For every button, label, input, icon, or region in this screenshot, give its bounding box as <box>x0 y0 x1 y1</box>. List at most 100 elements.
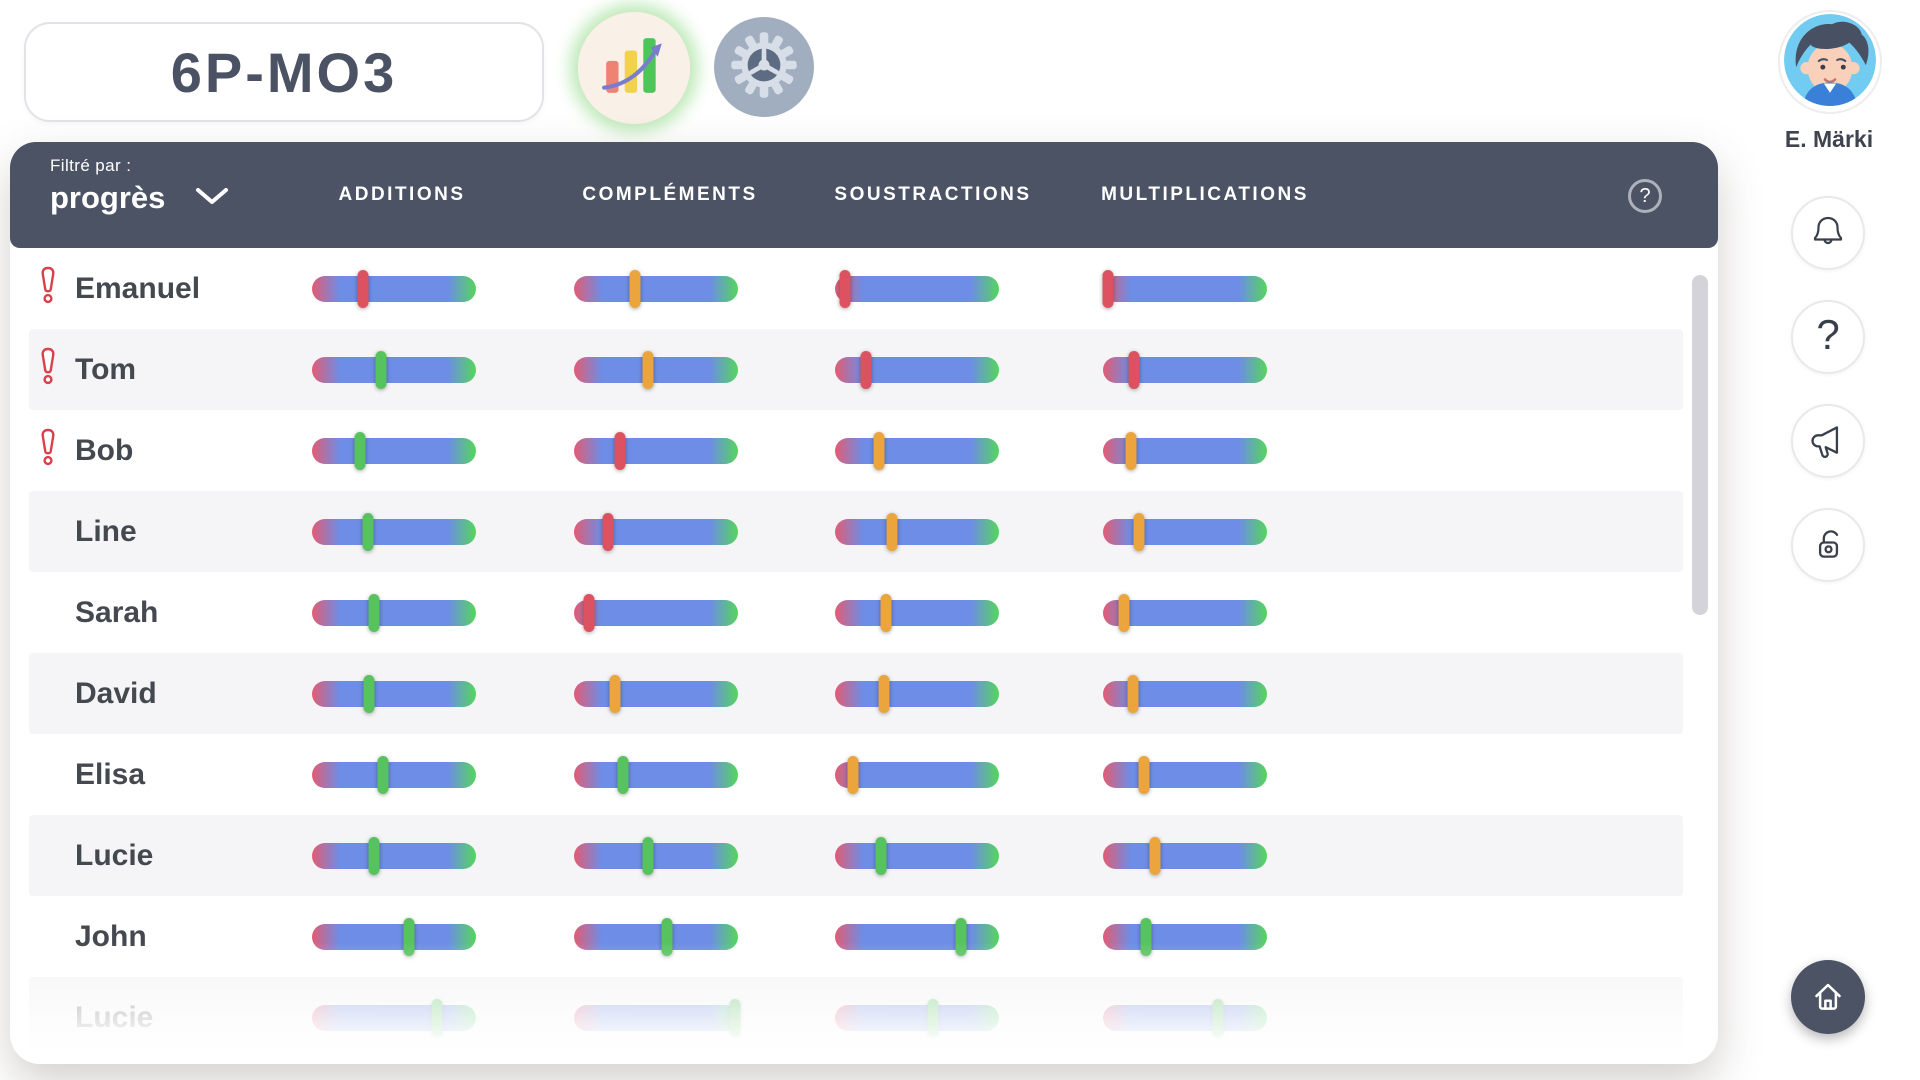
student-name: Lucie <box>75 838 154 872</box>
progress-slider-multiplications[interactable] <box>1102 269 1267 308</box>
question-circle-icon[interactable]: ? <box>1628 179 1662 213</box>
slider-thumb[interactable] <box>873 431 885 470</box>
slider-thumb[interactable] <box>880 593 892 632</box>
progress-slider-soustractions[interactable] <box>835 350 999 389</box>
slider-thumb[interactable] <box>362 512 374 551</box>
progress-slider-soustractions[interactable] <box>835 998 999 1037</box>
progress-slider-multiplications[interactable] <box>1103 755 1267 794</box>
progress-slider-multiplications[interactable] <box>1103 674 1267 713</box>
progress-slider-complements[interactable] <box>574 431 738 470</box>
progress-slider-soustractions[interactable] <box>835 431 999 470</box>
progress-slider-soustractions[interactable] <box>835 917 999 956</box>
slider-thumb[interactable] <box>642 350 654 389</box>
progress-slider-multiplications[interactable] <box>1103 998 1267 1037</box>
progress-slider-additions[interactable] <box>312 269 476 308</box>
slider-thumb[interactable] <box>1118 593 1130 632</box>
help-button[interactable]: ? <box>1791 300 1865 374</box>
slider-thumb[interactable] <box>368 593 380 632</box>
slider-thumb[interactable] <box>363 674 375 713</box>
slider-thumb[interactable] <box>955 917 967 956</box>
slider-thumb[interactable] <box>875 836 887 875</box>
student-name: Bob <box>75 433 134 467</box>
slider-thumb[interactable] <box>839 269 851 308</box>
slider-thumb[interactable] <box>354 431 366 470</box>
slider-thumb[interactable] <box>602 512 614 551</box>
scrollbar[interactable] <box>1692 275 1708 615</box>
slider-thumb[interactable] <box>1149 836 1161 875</box>
slider-thumb[interactable] <box>729 998 741 1037</box>
progress-slider-additions[interactable] <box>312 593 476 632</box>
slider-thumb[interactable] <box>1125 431 1137 470</box>
slider-thumb[interactable] <box>629 269 641 308</box>
progress-slider-complements[interactable] <box>574 755 738 794</box>
slider-thumb[interactable] <box>661 917 673 956</box>
progress-slider-soustractions[interactable] <box>835 836 999 875</box>
progress-slider-additions[interactable] <box>312 755 476 794</box>
progress-slider-additions[interactable] <box>312 350 476 389</box>
settings-button[interactable] <box>714 17 814 117</box>
progress-view-button[interactable] <box>578 12 690 124</box>
slider-thumb[interactable] <box>642 836 654 875</box>
progress-slider-complements[interactable] <box>574 998 741 1037</box>
progress-slider-soustractions[interactable] <box>835 755 999 794</box>
progress-slider-complements[interactable] <box>574 269 738 308</box>
announcements-button[interactable] <box>1791 404 1865 478</box>
filter-dropdown[interactable]: Filtré par : progrès <box>50 156 229 216</box>
progress-slider-complements[interactable] <box>574 917 738 956</box>
slider-thumb[interactable] <box>1102 269 1114 308</box>
slider-thumb[interactable] <box>1140 917 1152 956</box>
slider-thumb[interactable] <box>583 593 595 632</box>
slider-thumb[interactable] <box>1127 674 1139 713</box>
slider-thumb[interactable] <box>878 674 890 713</box>
notifications-button[interactable] <box>1791 196 1865 270</box>
home-icon <box>1807 974 1849 1021</box>
slider-thumb[interactable] <box>860 350 872 389</box>
slider-thumb[interactable] <box>377 755 389 794</box>
progress-slider-additions[interactable] <box>312 917 476 956</box>
progress-slider-multiplications[interactable] <box>1103 593 1267 632</box>
slider-thumb[interactable] <box>357 269 369 308</box>
progress-slider-soustractions[interactable] <box>835 512 999 551</box>
progress-slider-multiplications[interactable] <box>1103 917 1267 956</box>
slider-thumb[interactable] <box>403 917 415 956</box>
slider-thumb[interactable] <box>617 755 629 794</box>
progress-slider-multiplications[interactable] <box>1103 431 1267 470</box>
progress-slider-additions[interactable] <box>312 431 476 470</box>
slider-thumb[interactable] <box>886 512 898 551</box>
slider-thumb[interactable] <box>431 998 443 1037</box>
profile-avatar[interactable] <box>1778 10 1882 114</box>
profile-name: E. Märki <box>1784 126 1874 152</box>
progress-slider-complements[interactable] <box>574 593 738 632</box>
slider-thumb[interactable] <box>368 836 380 875</box>
home-button[interactable] <box>1791 960 1865 1034</box>
slider-thumb[interactable] <box>609 674 621 713</box>
slider-thumb[interactable] <box>1212 998 1224 1037</box>
progress-slider-complements[interactable] <box>574 512 738 551</box>
progress-slider-complements[interactable] <box>574 836 738 875</box>
slider-thumb[interactable] <box>375 350 387 389</box>
slider-thumb[interactable] <box>1128 350 1140 389</box>
slider-thumb[interactable] <box>927 998 939 1037</box>
progress-slider-complements[interactable] <box>574 674 738 713</box>
progress-slider-soustractions[interactable] <box>835 593 999 632</box>
progress-slider-soustractions[interactable] <box>835 269 999 308</box>
progress-slider-soustractions[interactable] <box>835 674 999 713</box>
slider-thumb[interactable] <box>614 431 626 470</box>
column-header-multiplications: MULTIPLICATIONS <box>1101 184 1309 205</box>
slider-thumb[interactable] <box>1138 755 1150 794</box>
progress-slider-multiplications[interactable] <box>1103 512 1267 551</box>
progress-slider-additions[interactable] <box>312 674 476 713</box>
class-name-input[interactable]: 6P-MO3 <box>24 22 544 122</box>
slider-thumb[interactable] <box>847 755 859 794</box>
slider-thumb[interactable] <box>1133 512 1145 551</box>
progress-slider-complements[interactable] <box>574 350 738 389</box>
progress-slider-additions[interactable] <box>312 836 476 875</box>
progress-slider-additions[interactable] <box>312 512 476 551</box>
progress-slider-additions[interactable] <box>312 998 476 1037</box>
gear-icon <box>725 26 803 109</box>
lock-button[interactable] <box>1791 508 1865 582</box>
progress-slider-multiplications[interactable] <box>1103 350 1267 389</box>
student-rows: Emanuel Tom Bob Line Sarah David Elisa Lucie Joh… <box>10 248 1718 1058</box>
progress-slider-multiplications[interactable] <box>1103 836 1267 875</box>
